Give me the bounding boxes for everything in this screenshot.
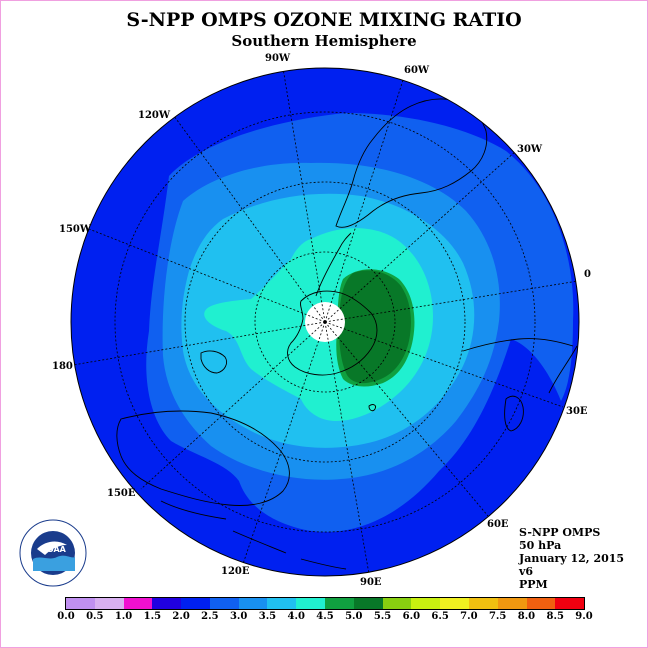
colorbar-label-18: 9.0 (575, 611, 593, 622)
colorbar-segment-9 (325, 598, 354, 609)
colorbar-segment-4 (181, 598, 210, 609)
colorbar-label-1: 0.5 (86, 611, 104, 622)
colorbar-segment-17 (555, 598, 585, 609)
info-instrument: S-NPP OMPS (519, 526, 601, 539)
page-subtitle: Southern Hemisphere (231, 32, 417, 50)
colorbar-labels: 0.0 0.5 1.0 1.5 2.0 2.5 3.0 3.5 4.0 4.5 5.0 5.5 6.0 6… (1, 611, 647, 625)
colorbar-segment-11 (382, 598, 412, 609)
colorbar-segment-2 (123, 598, 153, 609)
colorbar-segment-13 (440, 598, 469, 609)
colorbar-segment-5 (209, 598, 239, 609)
colorbar-label-5: 2.5 (201, 611, 219, 622)
map-info: S-NPP OMPS 50 hPa January 12, 2015 v6 PP… (519, 526, 624, 591)
colorbar-label-11: 5.5 (373, 611, 392, 622)
colorbar (65, 597, 585, 610)
lon-label-60w: 60W (404, 65, 430, 76)
lon-label-60e: 60E (487, 519, 509, 530)
latitude-circles (114, 111, 536, 533)
info-units: PPM (519, 578, 548, 591)
logo-text: NOAA (40, 545, 66, 554)
colorbar-label-6: 3.0 (229, 611, 248, 622)
colorbar-segment-7 (267, 598, 297, 609)
colorbar-segment-8 (296, 598, 326, 609)
map-border (70, 67, 580, 577)
colorbar-label-3: 1.5 (143, 611, 162, 622)
colorbar-label-7: 3.5 (258, 611, 277, 622)
colorbar-segment-10 (353, 598, 383, 609)
colorbar-segment-6 (238, 598, 268, 609)
lon-label-30w: 30W (517, 144, 543, 155)
page-title: S-NPP OMPS OZONE MIXING RATIO (126, 9, 522, 31)
colorbar-segment-12 (411, 598, 441, 609)
colorbar-segment-16 (526, 598, 556, 609)
colorbar-segment-0 (66, 598, 95, 609)
contour-5-0 (339, 270, 411, 384)
colorbar-label-10: 5.0 (345, 611, 363, 622)
lon-label-120w: 120W (138, 110, 171, 121)
colorbar-label-14: 7.0 (460, 611, 478, 622)
lon-label-30e: 30E (566, 406, 588, 417)
colorbar-segment-14 (468, 598, 498, 609)
lon-label-120e: 120E (221, 566, 250, 577)
lon-label-0: 0 (584, 269, 591, 280)
colorbar-label-0: 0.0 (57, 611, 75, 622)
noaa-logo: NOAA (19, 519, 87, 587)
colorbar-label-4: 2.0 (172, 611, 190, 622)
colorbar-label-2: 1.0 (114, 611, 133, 622)
colorbar-label-15: 7.5 (488, 611, 507, 622)
lon-label-90w: 90W (265, 53, 291, 64)
info-version: v6 (519, 565, 534, 578)
lon-label-180: 180 (52, 361, 73, 372)
lon-label-150e: 150E (107, 488, 136, 499)
lon-label-150w: 150W (59, 224, 92, 235)
colorbar-segment-3 (152, 598, 182, 609)
colorbar-label-17: 8.5 (546, 611, 564, 622)
colorbar-label-12: 6.0 (402, 611, 421, 622)
colorbar-label-9: 4.5 (316, 611, 334, 622)
colorbar-segment-1 (94, 598, 124, 609)
info-level: 50 hPa (519, 539, 562, 552)
meridians (72, 68, 579, 575)
colorbar-label-13: 6.5 (431, 611, 449, 622)
colorbar-label-8: 4.0 (287, 611, 305, 622)
colorbar-segment-15 (497, 598, 527, 609)
colorbar-label-16: 8.0 (517, 611, 536, 622)
info-date: January 12, 2015 (519, 552, 625, 565)
lon-label-90e: 90E (360, 577, 382, 588)
